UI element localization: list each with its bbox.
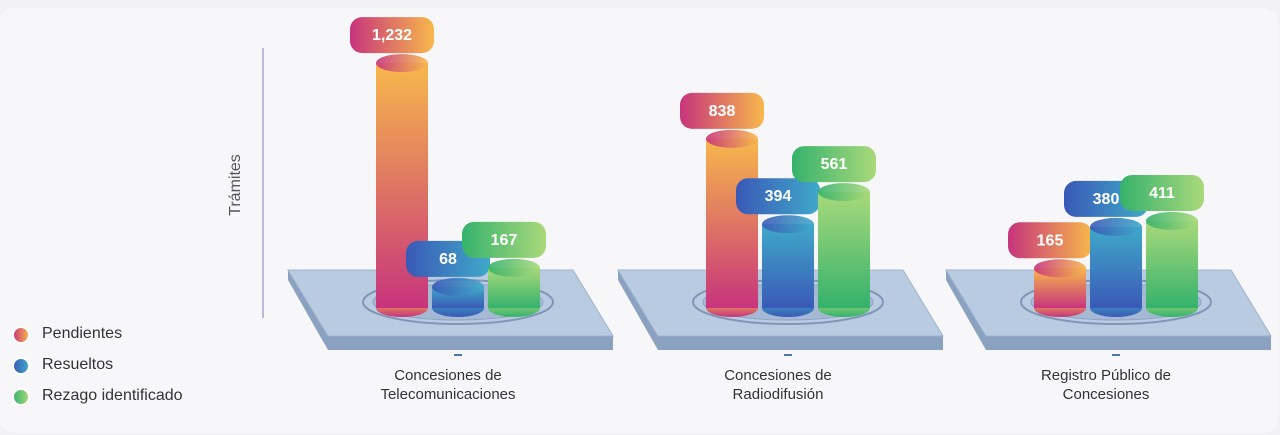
bar bbox=[706, 138, 758, 308]
value-label: 167 bbox=[491, 232, 518, 249]
legend-swatch bbox=[12, 326, 30, 344]
legend-swatch bbox=[12, 357, 30, 375]
value-label: 561 bbox=[821, 156, 848, 173]
platform-side bbox=[618, 270, 943, 350]
value-badge bbox=[462, 221, 546, 258]
cylinder-top bbox=[762, 215, 814, 234]
bar bbox=[1090, 226, 1142, 308]
cylinder-top bbox=[376, 54, 428, 73]
cylinder-top bbox=[1146, 211, 1198, 230]
category-label: Registro Público de Concesiones bbox=[1040, 367, 1172, 403]
y-axis-label: Trámites bbox=[227, 154, 244, 216]
value-label: 411 bbox=[1149, 185, 1175, 202]
value-label: 380 bbox=[1093, 191, 1120, 208]
platform-side bbox=[288, 270, 613, 350]
cylinder-top bbox=[488, 258, 540, 277]
legend-label: Pendientes bbox=[42, 325, 123, 342]
value-badge bbox=[1008, 222, 1092, 259]
value-badge bbox=[350, 17, 434, 54]
value-label: 68 bbox=[439, 251, 457, 268]
bar bbox=[1146, 220, 1198, 308]
platform-side bbox=[946, 270, 1271, 350]
value-label: 838 bbox=[709, 103, 736, 120]
value-label: 1,232 bbox=[372, 27, 412, 44]
value-label: 394 bbox=[765, 188, 792, 205]
bar bbox=[762, 224, 814, 308]
value-label: 165 bbox=[1037, 232, 1064, 249]
cylinder-top bbox=[706, 129, 758, 148]
value-badge bbox=[736, 178, 820, 215]
cylinder-top bbox=[1090, 217, 1142, 236]
cylinder-top bbox=[432, 277, 484, 296]
value-badge bbox=[1120, 174, 1204, 211]
cylinder-top bbox=[818, 183, 870, 202]
legend-label: Rezago identificado bbox=[42, 387, 183, 404]
category-label: Concesiones de Radiodifusión bbox=[724, 367, 832, 403]
value-badge bbox=[792, 146, 876, 183]
legend-label: Resueltos bbox=[42, 356, 114, 373]
value-badge bbox=[680, 92, 764, 129]
category-label: Concesiones de Telecomunicaciones bbox=[380, 367, 516, 403]
cylinder-top bbox=[1034, 259, 1086, 278]
legend-swatch bbox=[12, 388, 30, 406]
bar bbox=[818, 192, 870, 308]
